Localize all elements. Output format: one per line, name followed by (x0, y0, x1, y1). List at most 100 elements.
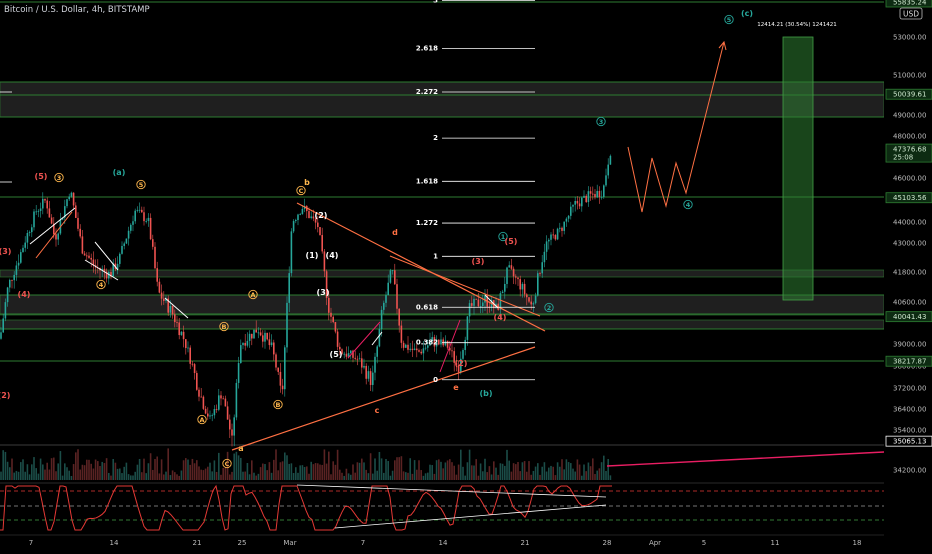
candle-body (532, 303, 535, 305)
volume-bar (20, 462, 22, 480)
candle-body (292, 221, 295, 232)
candle-body (182, 331, 185, 340)
candle-body (160, 292, 163, 299)
candle-body (158, 281, 161, 293)
candle-body (167, 298, 169, 313)
candle-body (468, 303, 471, 317)
candle-body (394, 270, 396, 285)
volume-bar (528, 461, 530, 480)
volume-bar (545, 471, 548, 480)
volume-bar (191, 458, 194, 480)
volume-bar (389, 475, 392, 480)
volume-bar (354, 472, 356, 480)
triangle-inner (389, 255, 541, 317)
zone-box-2 (0, 294, 885, 316)
time-tick-7: 21 (521, 539, 530, 547)
volume-bar (396, 457, 398, 480)
candle-body (163, 298, 165, 301)
wave-circle-12 (296, 185, 306, 196)
long-trendline (606, 451, 885, 467)
volume-bar (108, 472, 110, 480)
wave-label-25: (4) (494, 313, 507, 322)
volume-bar (387, 461, 389, 480)
candle-body (130, 224, 132, 231)
price-tick-13: 48000.00 (893, 133, 926, 141)
volume-bar (339, 469, 341, 480)
candle-body (220, 395, 222, 399)
volume-bar (110, 475, 112, 480)
wave-circle-22 (498, 231, 508, 242)
triangle-upper (296, 202, 546, 332)
volume-bar (121, 473, 123, 480)
candle-body (416, 348, 418, 351)
candle-body (506, 267, 508, 284)
volume-bar (44, 469, 46, 480)
candle-body (297, 214, 299, 221)
volume-bar (303, 466, 306, 480)
volume-bar (486, 472, 488, 480)
candle-body (343, 353, 345, 355)
time-tick-2: 21 (193, 539, 202, 547)
candle-body (240, 345, 242, 364)
price-badge-6 (885, 0, 932, 8)
volume-bar (598, 468, 601, 480)
volume-bar (147, 463, 150, 480)
candle-body (156, 268, 158, 282)
candle-body (174, 314, 176, 323)
candle-body (68, 196, 70, 200)
price-tick-9: 44000.00 (893, 219, 926, 227)
candle-body (204, 408, 207, 414)
candle-body (330, 312, 332, 317)
time-tick-1: 14 (110, 539, 119, 547)
volume-bar (37, 473, 40, 480)
candle-body (400, 325, 403, 343)
time-axis[interactable]: 7 14 21 25 Mar 7 14 21 28 Apr 5 11 18 (0, 534, 884, 547)
volume-bar (455, 474, 458, 480)
symbol-title: Bitcoin / U.S. Dollar, 4h, BITSTAMP (4, 5, 150, 15)
volume-bar (438, 459, 440, 480)
price-axis[interactable]: 34200.0035400.0036400.0037200.0038000.00… (884, 0, 932, 550)
candle-body (55, 234, 57, 240)
candle-body (446, 340, 449, 348)
volume-bar (72, 464, 75, 480)
candle-body (565, 218, 568, 222)
volume-bar (341, 472, 343, 480)
volume-bar (165, 471, 167, 480)
candle-body (279, 371, 282, 386)
volume-bar (209, 462, 211, 480)
wave-label-15: (4) (326, 251, 339, 260)
wave-label-27: 3 (599, 118, 604, 126)
volume-bar (86, 459, 88, 480)
candle-body (301, 208, 304, 215)
wave-white-1 (29, 207, 76, 245)
price-badge-label-0: 50039.61 (893, 91, 926, 99)
candle-body (251, 333, 253, 339)
volume-bar (484, 458, 486, 480)
volume-bar (374, 458, 376, 480)
volume-bar (136, 464, 139, 480)
volume-bar (431, 465, 433, 480)
candle-body (226, 406, 229, 420)
volume-bar (409, 458, 411, 480)
volume-bar (306, 466, 308, 480)
volume-bar (17, 471, 20, 480)
candle-body (189, 347, 191, 364)
candle-body (499, 293, 502, 310)
volume-bar (330, 474, 332, 480)
volume-bar (288, 463, 290, 480)
price-tick-11: 46000.00 (893, 175, 926, 183)
candle-body (484, 295, 486, 303)
volume-bar (499, 463, 502, 480)
candle-body (17, 262, 20, 266)
price-badge-2 (885, 192, 932, 204)
currency-badge[interactable] (899, 7, 923, 20)
volume-bar (433, 473, 436, 480)
volume-bar (297, 472, 299, 480)
volume-bar (587, 462, 590, 480)
candle-body (477, 299, 480, 307)
candle-body (218, 395, 220, 410)
volume-bar (385, 459, 387, 480)
volume-bar (490, 474, 493, 480)
